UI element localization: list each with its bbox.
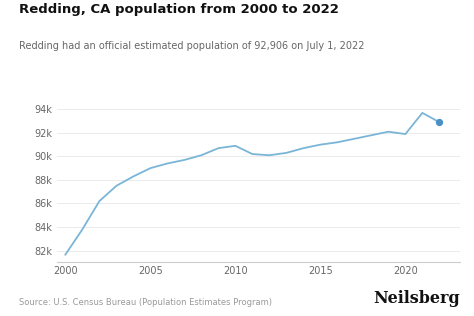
Text: Redding, CA population from 2000 to 2022: Redding, CA population from 2000 to 2022 xyxy=(19,3,339,16)
Text: Neilsberg: Neilsberg xyxy=(373,289,460,307)
Text: Source: U.S. Census Bureau (Population Estimates Program): Source: U.S. Census Bureau (Population E… xyxy=(19,298,272,307)
Point xyxy=(436,120,443,125)
Text: Redding had an official estimated population of 92,906 on July 1, 2022: Redding had an official estimated popula… xyxy=(19,41,365,51)
